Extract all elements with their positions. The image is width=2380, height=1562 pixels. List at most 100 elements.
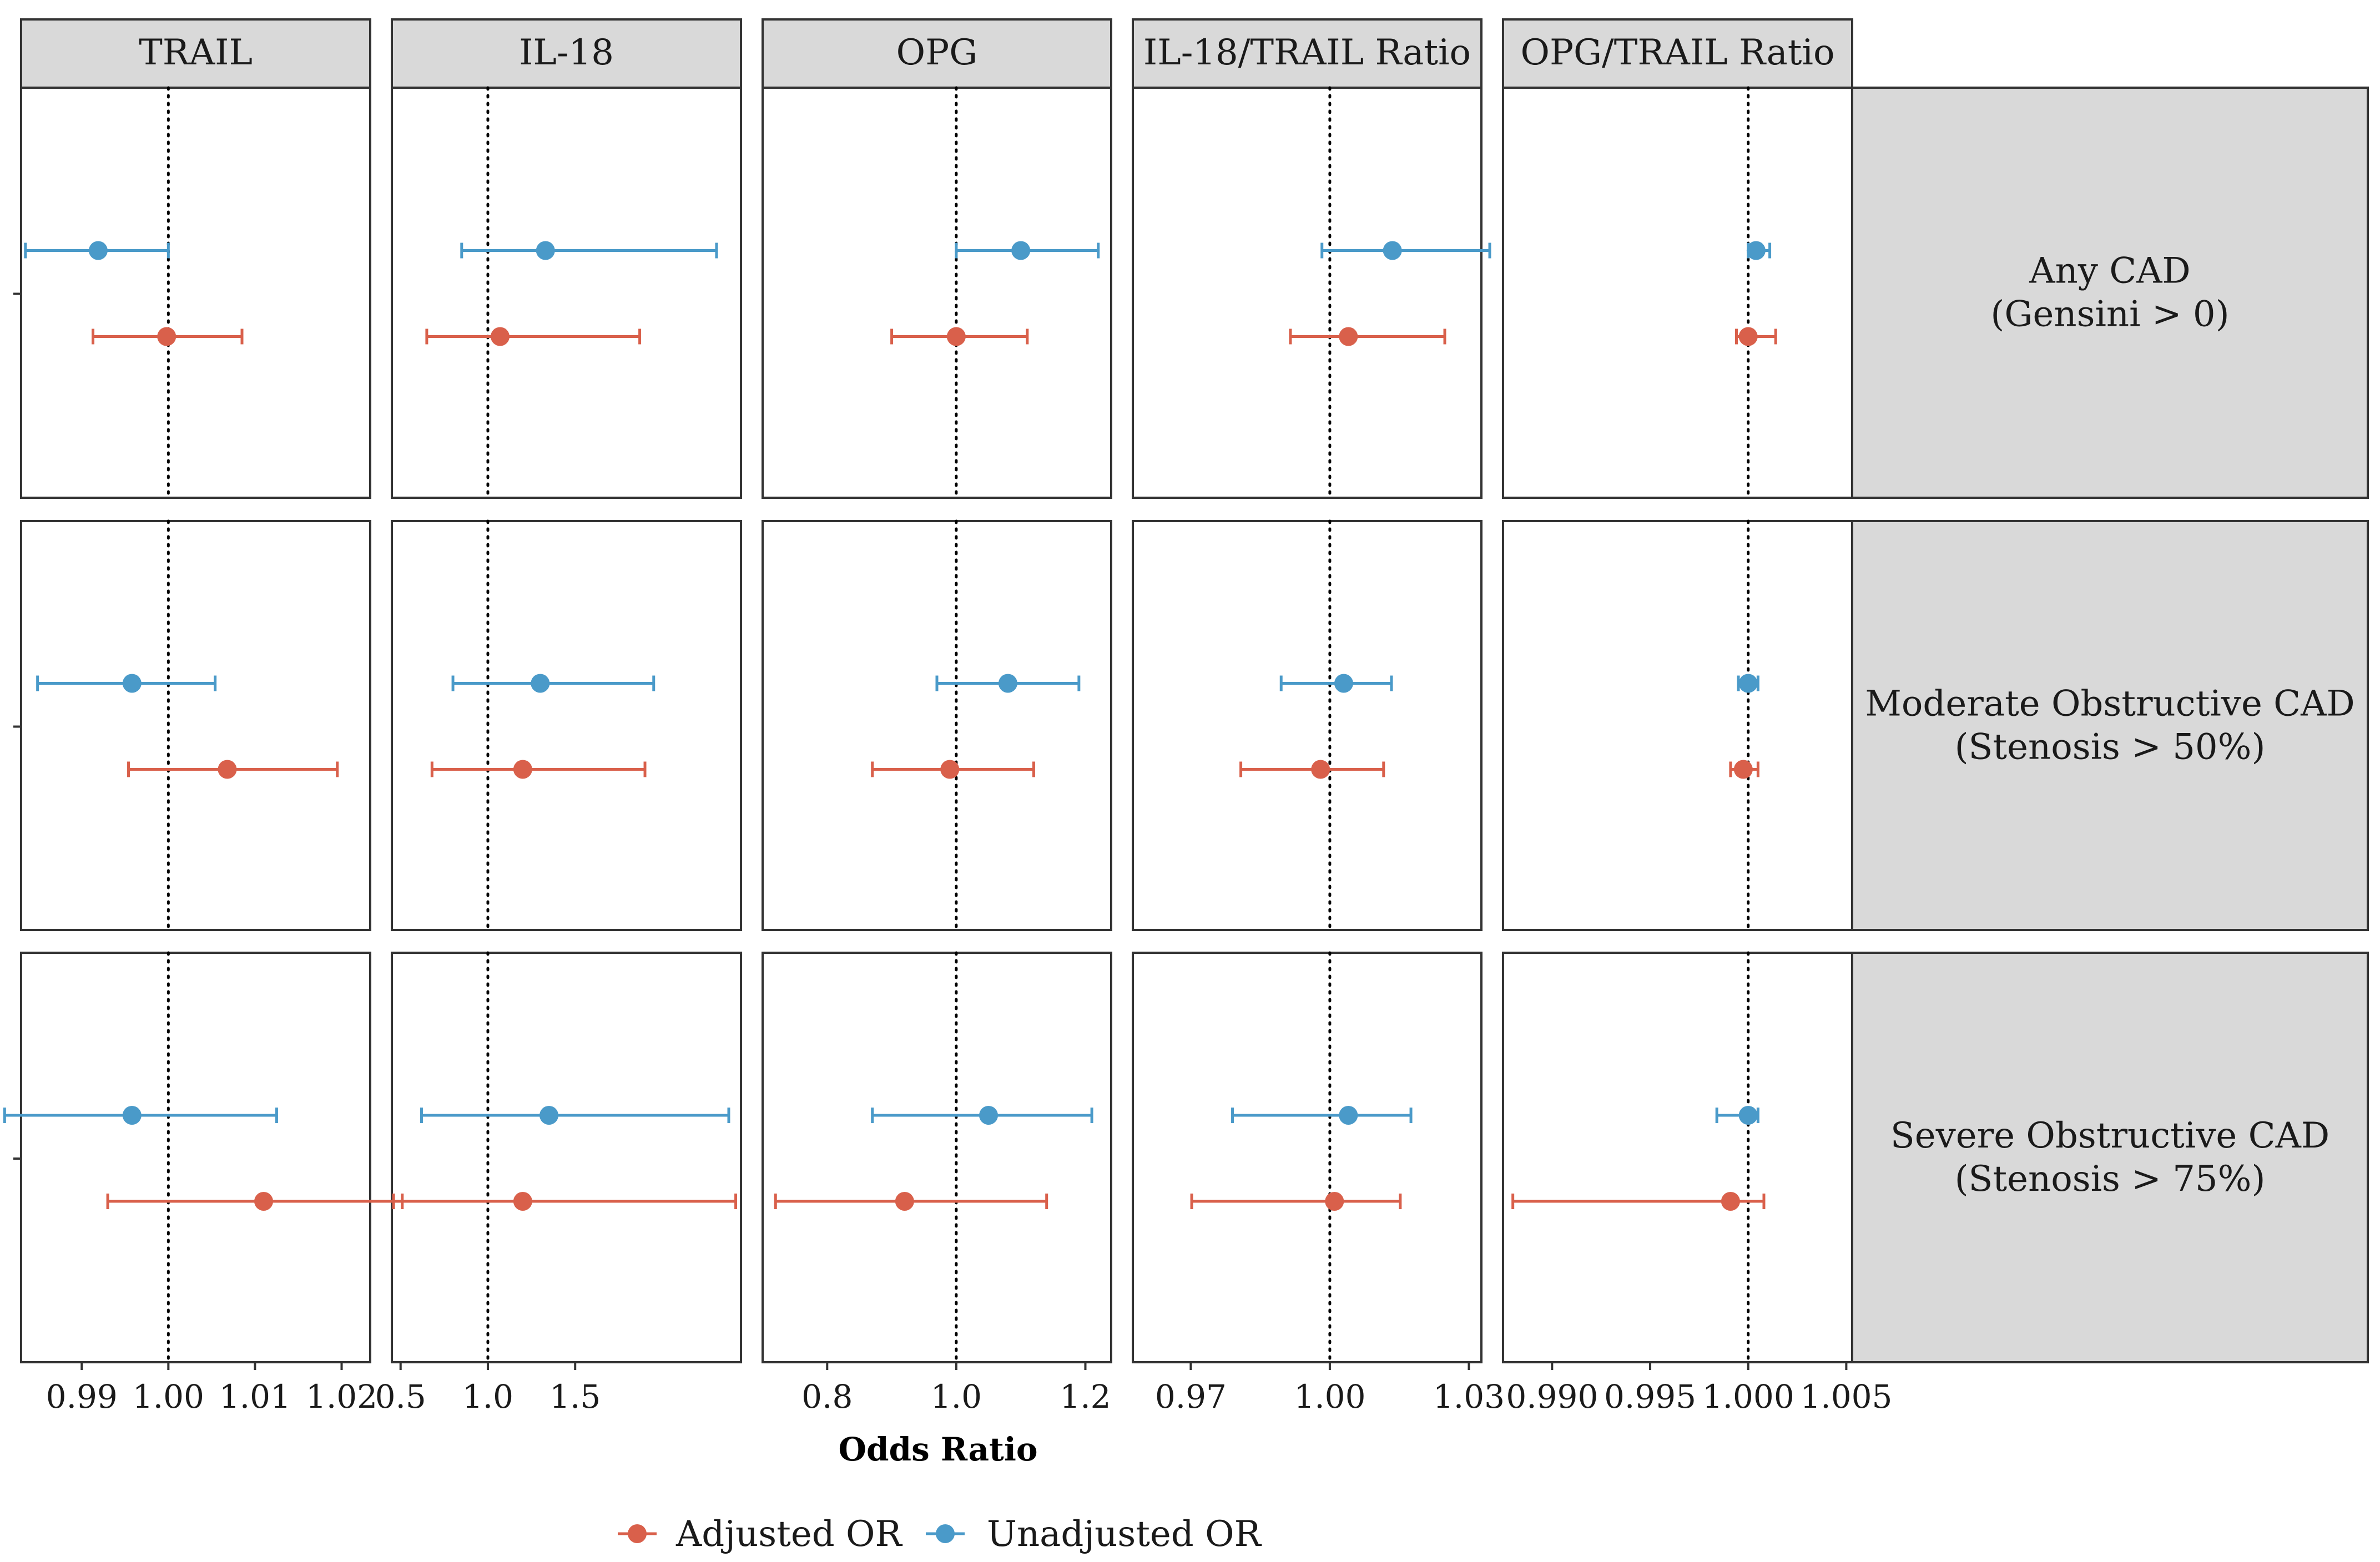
x-tick-label-c4-2: 1.00 <box>1294 1378 1365 1416</box>
x-tick-label-c1-3: 1.01 <box>219 1378 291 1416</box>
mark-unadjusted-r2-c4 <box>1279 674 1393 693</box>
mark-unadjusted-r1-c5 <box>1746 241 1772 260</box>
panel-r2-c2 <box>391 520 742 931</box>
point-unadjusted-r1-c4 <box>1383 241 1402 260</box>
panel-r1-c3 <box>762 87 1112 499</box>
legend-label-2: Unadjusted OR <box>987 1514 1262 1555</box>
x-tick-label-c2-2: 1.0 <box>462 1378 513 1416</box>
point-unadjusted-r1-c2 <box>536 241 555 260</box>
point-adjusted-r2-c5 <box>1733 760 1753 779</box>
point-unadjusted-r3-c1 <box>122 1106 142 1125</box>
panel-r3-c5 <box>1502 952 1853 1363</box>
mark-adjusted-r2-c3 <box>871 760 1035 779</box>
mark-adjusted-r3-c2 <box>392 1192 738 1211</box>
strip-label-2: IL-18 <box>519 32 614 73</box>
x-tick-label-c5-3: 1.000 <box>1702 1378 1794 1416</box>
row-label-2-line1: Moderate Obstructive CAD <box>1865 684 2354 725</box>
x-tick-label-c1-4: 1.02 <box>306 1378 377 1416</box>
x-tick-label-c5-1: 0.990 <box>1506 1378 1598 1416</box>
point-unadjusted-r2-c5 <box>1738 674 1758 693</box>
point-adjusted-r2-c3 <box>940 760 960 779</box>
mark-adjusted-r1-c2 <box>425 327 642 346</box>
mark-unadjusted-r1-c1 <box>24 241 170 260</box>
x-tick-label-c4-3: 1.03 <box>1433 1378 1505 1416</box>
panel-r3-c4 <box>1132 952 1483 1363</box>
mark-adjusted-r2-c5 <box>1729 760 1759 779</box>
x-tick-label-c2-3: 1.5 <box>549 1378 601 1416</box>
legend-label-1: Adjusted OR <box>675 1514 902 1555</box>
panel-r2-c3 <box>762 520 1112 931</box>
strip-label-1: TRAIL <box>139 32 253 73</box>
mark-adjusted-r3-c1 <box>106 1192 404 1211</box>
x-axis-title: Odds Ratio <box>838 1430 1037 1468</box>
legend-key-dot-1 <box>628 1524 647 1543</box>
mark-unadjusted-r2-c5 <box>1737 674 1759 693</box>
strip-1 <box>20 18 371 89</box>
mark-unadjusted-r3-c3 <box>871 1106 1093 1125</box>
point-adjusted-r1-c3 <box>946 327 966 346</box>
x-tick-label-c1-2: 1.00 <box>133 1378 204 1416</box>
point-adjusted-r3-c3 <box>895 1192 914 1211</box>
row-label-1-line2: (Gensini > 0) <box>1990 294 2229 335</box>
point-unadjusted-r3-c2 <box>539 1106 559 1125</box>
x-tick-label-c2-1: 0.5 <box>375 1378 426 1416</box>
legend-key-dot-2 <box>936 1524 955 1543</box>
strip-4 <box>1132 18 1483 89</box>
reference-lines <box>167 86 1750 1364</box>
strip-label-5: OPG/TRAIL Ratio <box>1521 32 1835 73</box>
mark-adjusted-r2-c4 <box>1239 760 1385 779</box>
mark-adjusted-r3-c3 <box>774 1192 1048 1211</box>
point-adjusted-r1-c5 <box>1738 327 1758 346</box>
y-axis-ticks <box>13 292 21 1160</box>
mark-unadjusted-r2-c2 <box>451 674 655 693</box>
point-unadjusted-r2-c2 <box>531 674 550 693</box>
row-label-2-line2: (Stenosis > 50%) <box>1955 727 2266 768</box>
panel-r3-c2 <box>391 952 742 1363</box>
x-tick-label-c4-1: 0.97 <box>1155 1378 1227 1416</box>
panel-r3-c1 <box>20 952 371 1363</box>
x-tick-label-c3-1: 0.8 <box>801 1378 853 1416</box>
point-adjusted-r2-c4 <box>1311 760 1330 779</box>
row-strip-3 <box>1851 952 2369 1363</box>
point-adjusted-r1-c4 <box>1339 327 1358 346</box>
strip-label-3: OPG <box>896 32 978 73</box>
panel-r2-c5 <box>1502 520 1853 931</box>
point-unadjusted-r2-c1 <box>122 674 142 693</box>
point-unadjusted-r3-c5 <box>1738 1106 1758 1125</box>
point-unadjusted-r1-c1 <box>88 241 108 260</box>
x-tick-label-c1-1: 0.99 <box>46 1378 118 1416</box>
mark-unadjusted-r3-c1 <box>3 1106 278 1125</box>
mark-adjusted-r2-c2 <box>430 760 647 779</box>
point-adjusted-r3-c5 <box>1721 1192 1740 1211</box>
point-unadjusted-r1-c3 <box>1011 241 1031 260</box>
point-unadjusted-r2-c4 <box>1334 674 1353 693</box>
point-unadjusted-r2-c3 <box>998 674 1017 693</box>
row-strip-1 <box>1851 87 2369 499</box>
row-labels: Any CAD(Gensini > 0) Moderate Obstructive… <box>1851 87 2369 1363</box>
point-adjusted-r3-c2 <box>513 1192 532 1211</box>
mark-adjusted-r1-c1 <box>92 327 244 346</box>
mark-adjusted-r1-c3 <box>890 327 1029 346</box>
point-adjusted-r2-c1 <box>218 760 237 779</box>
data-marks <box>3 241 1777 1211</box>
mark-adjusted-r3-c4 <box>1190 1192 1402 1211</box>
x-tick-label-c3-2: 1.0 <box>931 1378 982 1416</box>
mark-adjusted-r1-c4 <box>1289 327 1446 346</box>
x-tick-label-c3-3: 1.2 <box>1060 1378 1111 1416</box>
point-unadjusted-r3-c3 <box>979 1106 999 1125</box>
panel-r2-c4 <box>1132 520 1483 931</box>
strip-2 <box>391 18 742 89</box>
row-strip-2 <box>1851 520 2369 931</box>
point-adjusted-r1-c2 <box>490 327 510 346</box>
panel-r3-c3 <box>762 952 1112 1363</box>
row-label-3-line2: (Stenosis > 75%) <box>1955 1159 2266 1200</box>
mark-adjusted-r1-c5 <box>1735 327 1777 346</box>
strip-3 <box>762 18 1112 89</box>
panel-r1-c1 <box>20 87 371 499</box>
x-tick-label-c5-4: 1.005 <box>1800 1378 1892 1416</box>
panel-r2-c1 <box>20 520 371 931</box>
legend-item-1: Adjusted OR <box>618 1514 902 1555</box>
panel-r1-c2 <box>391 87 742 499</box>
strip-label-4: IL-18/TRAIL Ratio <box>1143 32 1471 73</box>
